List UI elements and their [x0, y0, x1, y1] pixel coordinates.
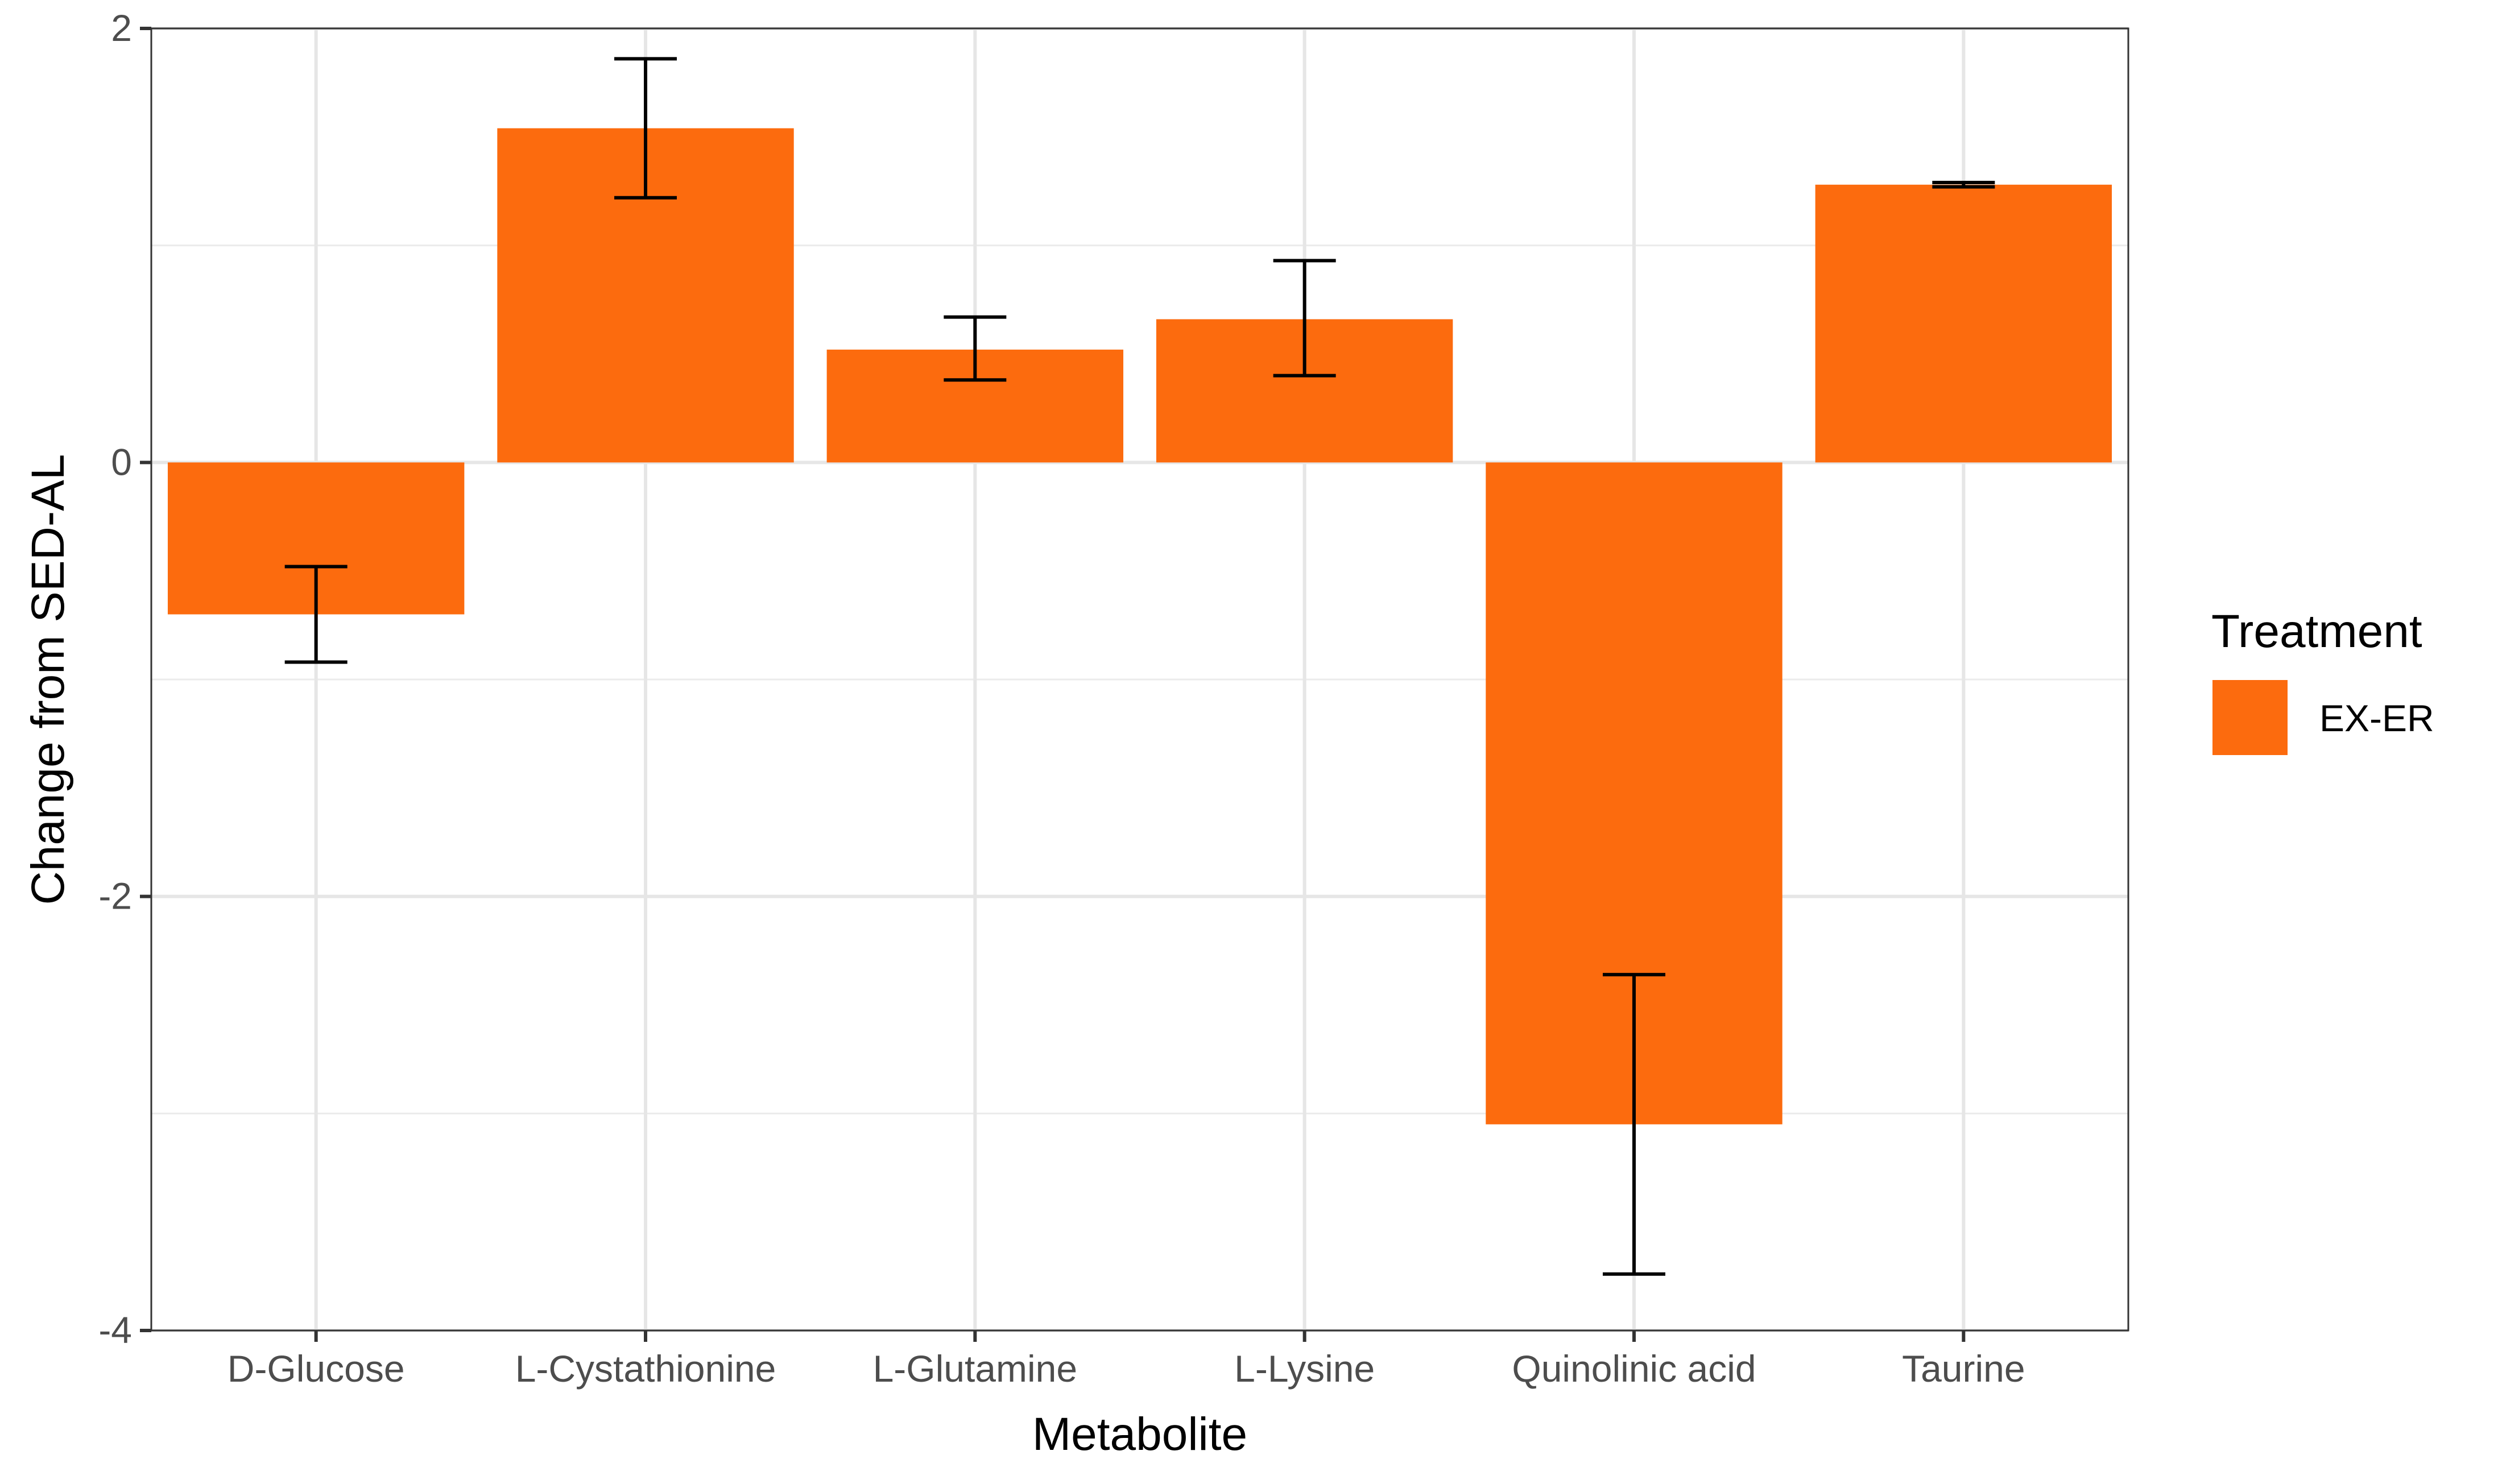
bars — [167, 128, 2112, 1125]
error-bar — [1932, 180, 1995, 189]
x-tick-label: Taurine — [1902, 1348, 2025, 1390]
error-bar — [1273, 259, 1336, 378]
x-tick-label: L-Glutamine — [873, 1348, 1078, 1390]
plot-panel-border — [150, 27, 2129, 1332]
legend-title: Treatment — [2211, 606, 2422, 657]
error-bar — [1603, 973, 1665, 1276]
x-tick-label: Quinolinic acid — [1512, 1348, 1756, 1390]
y-tick-label: -4 — [98, 1309, 132, 1351]
axes: -4 -2 0 2 D-Glucose L-Cystathionine L-Glutamin… — [98, 7, 2025, 1390]
y-tick-label: 2 — [111, 7, 132, 49]
legend: Treatment EX-ER — [2211, 606, 2434, 755]
x-axis-title: Metabolite — [1032, 1408, 1247, 1460]
bar — [1815, 184, 2112, 463]
error-bar — [944, 315, 1007, 382]
legend-key-ex-er — [2212, 680, 2288, 755]
x-tick-label: D-Glucose — [228, 1348, 405, 1390]
error-bar — [284, 565, 348, 664]
y-tick-label: 0 — [111, 441, 132, 483]
x-tick-label: L-Lysine — [1234, 1348, 1375, 1390]
y-axis-title: Change from SED-AL — [22, 454, 74, 905]
legend-label-ex-er: EX-ER — [2319, 697, 2434, 739]
error-bar — [614, 57, 677, 200]
error-bars — [284, 57, 1995, 1276]
x-tick-label: L-Cystathionine — [515, 1348, 776, 1390]
y-tick-label: -2 — [98, 875, 132, 917]
